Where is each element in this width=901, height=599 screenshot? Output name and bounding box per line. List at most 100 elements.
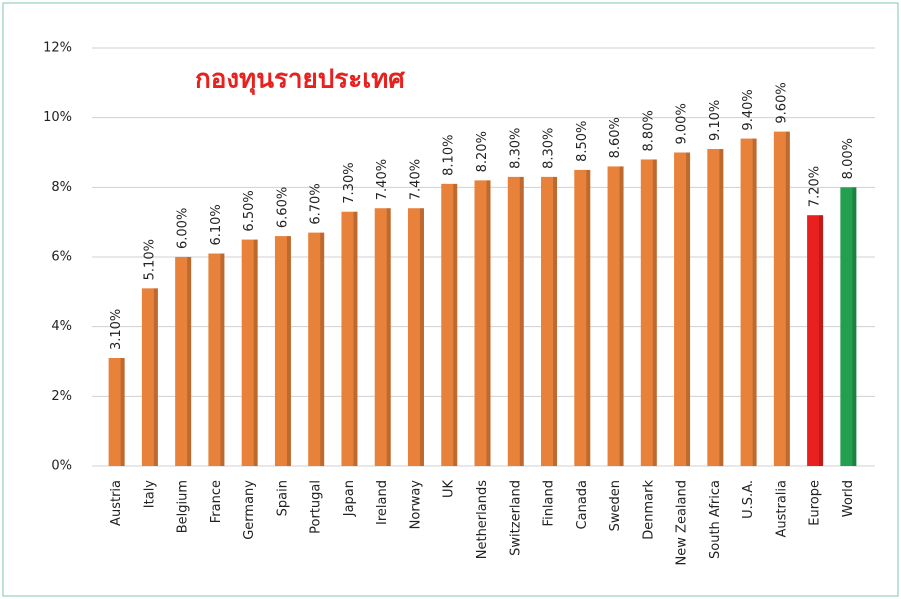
value-label: 8.60% <box>608 117 623 158</box>
value-label: 9.00% <box>675 103 690 144</box>
x-tick-label: Austria <box>109 480 124 526</box>
value-label: 9.40% <box>741 89 756 130</box>
y-tick-label: 12% <box>43 41 72 56</box>
bar <box>607 166 624 466</box>
chart-title: กองทุนรายประเทศ <box>195 65 405 96</box>
x-tick-label: Germany <box>242 480 257 540</box>
y-tick-label: 2% <box>51 389 72 404</box>
x-tick-label: Europe <box>808 480 823 526</box>
bar <box>541 176 558 466</box>
x-tick-label: Sweden <box>608 480 623 531</box>
y-tick-label: 0% <box>51 459 72 474</box>
bar-shade <box>187 257 192 466</box>
value-label: 7.40% <box>375 159 390 200</box>
bar <box>341 211 358 466</box>
bar <box>773 131 790 466</box>
bar-shade <box>519 176 524 466</box>
bar <box>507 176 524 466</box>
bar-shade <box>419 208 424 466</box>
x-tick-label: Ireland <box>375 480 390 525</box>
value-label: 8.30% <box>508 128 523 169</box>
x-tick-label: Australia <box>774 480 789 538</box>
bar-shade <box>819 215 824 466</box>
x-tick-label: Canada <box>575 480 590 529</box>
bar <box>740 138 757 467</box>
bar <box>141 288 158 466</box>
value-label: 9.10% <box>708 100 723 141</box>
value-label: 8.20% <box>475 131 490 172</box>
bar <box>175 257 192 466</box>
bar <box>707 149 724 466</box>
value-label: 6.60% <box>275 187 290 228</box>
bar <box>374 208 391 466</box>
y-tick-label: 6% <box>51 250 72 265</box>
bar-shade <box>752 138 757 467</box>
y-tick-label: 8% <box>51 180 72 195</box>
bar <box>407 208 424 466</box>
bar <box>208 253 225 466</box>
bar-shade <box>553 176 558 466</box>
x-tick-label: Denmark <box>641 480 656 540</box>
bar-shade <box>785 131 790 466</box>
bar-shade <box>619 166 624 466</box>
value-label: 8.10% <box>442 135 457 176</box>
bar <box>241 239 258 466</box>
bar-shade <box>320 232 325 466</box>
x-tick-label: Japan <box>342 480 357 517</box>
bar <box>108 358 125 466</box>
bar-shade <box>686 152 691 466</box>
value-label: 7.40% <box>408 159 423 200</box>
value-label: 9.60% <box>774 82 789 123</box>
x-tick-label: Switzerland <box>508 480 523 556</box>
bar-shade <box>153 288 158 466</box>
bar-shade <box>486 180 491 466</box>
x-tick-label: Spain <box>275 480 290 516</box>
bar-shade <box>353 211 358 466</box>
bar-shade <box>286 236 291 466</box>
bar-shade <box>386 208 391 466</box>
x-tick-label: South Africa <box>708 480 723 559</box>
x-tick-label: Netherlands <box>475 480 490 559</box>
x-tick-label: Norway <box>408 480 423 530</box>
value-label: 8.80% <box>641 110 656 151</box>
bar-shade <box>120 358 125 466</box>
y-tick-label: 10% <box>43 110 72 125</box>
value-label: 6.10% <box>209 204 224 245</box>
value-label: 7.30% <box>342 162 357 203</box>
x-tick-label: Belgium <box>176 480 191 533</box>
x-tick-label: Portugal <box>309 480 324 534</box>
bar <box>640 159 657 466</box>
bar-shade <box>652 159 657 466</box>
x-tick-label: Italy <box>142 480 157 509</box>
bar-shade <box>220 253 225 466</box>
bar <box>308 232 325 466</box>
value-label: 3.10% <box>109 309 124 350</box>
value-label: 8.50% <box>575 121 590 162</box>
bar <box>274 236 291 466</box>
value-label: 5.10% <box>142 239 157 280</box>
x-tick-label: World <box>841 480 856 517</box>
x-tick-label: U.S.A. <box>741 480 756 519</box>
bar <box>840 187 857 467</box>
bar <box>574 169 591 466</box>
x-tick-label: Finland <box>542 480 557 526</box>
bar <box>674 152 691 466</box>
bar <box>474 180 491 466</box>
value-label: 6.50% <box>242 190 257 231</box>
value-label: 6.00% <box>176 208 191 249</box>
x-tick-label: UK <box>442 480 457 499</box>
bar-shade <box>253 239 258 466</box>
bar <box>807 215 824 466</box>
bar-shade <box>852 187 857 467</box>
bar-shade <box>586 169 591 466</box>
value-label: 6.70% <box>309 183 324 224</box>
bar-shade <box>453 183 458 466</box>
value-label: 8.00% <box>841 138 856 179</box>
value-label: 8.30% <box>542 128 557 169</box>
value-label: 7.20% <box>808 166 823 207</box>
x-tick-label: New Zealand <box>675 480 690 565</box>
bar <box>441 183 458 466</box>
bar-shade <box>719 149 724 466</box>
